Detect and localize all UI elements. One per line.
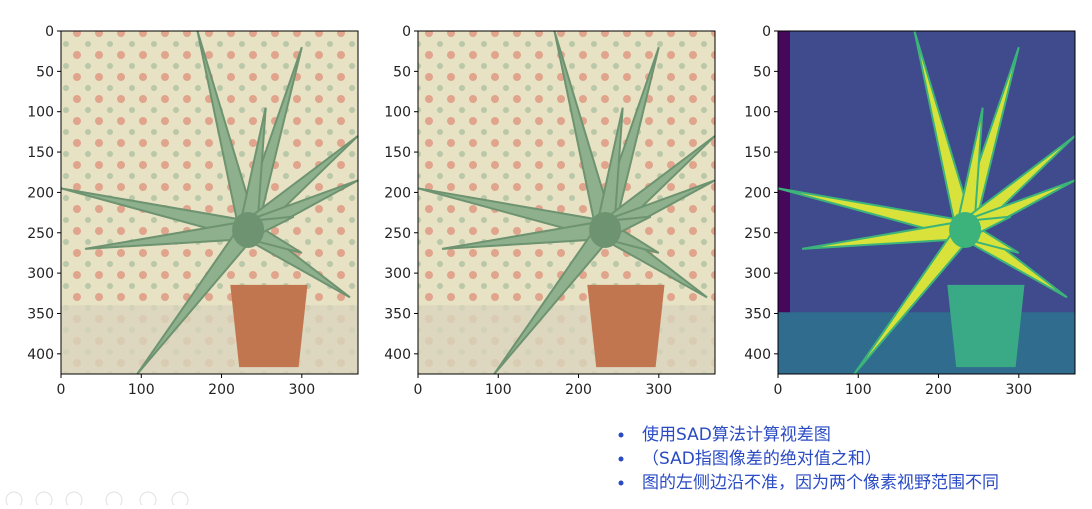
y-tick-label: 50 — [36, 64, 54, 80]
y-tick-label: 400 — [27, 347, 54, 363]
y-tick-label: 100 — [384, 105, 411, 121]
note: 使用SAD算法计算视差图 — [642, 424, 831, 445]
image — [418, 31, 715, 374]
x-tick-label: 200 — [208, 382, 235, 398]
y-tick-label: 250 — [384, 226, 411, 242]
pot — [587, 284, 665, 368]
y-tick-label: 150 — [27, 145, 54, 161]
x-tick-label: 0 — [414, 382, 423, 398]
x-tick-label: 100 — [845, 382, 872, 398]
x-tick-label: 100 — [485, 382, 512, 398]
note: （SAD指图像差的绝对值之和） — [642, 449, 882, 469]
plant-center — [232, 211, 265, 248]
toolbar-icons — [5, 491, 189, 509]
image — [778, 31, 1075, 374]
plant-center — [589, 211, 622, 248]
x-tick-label: 200 — [925, 382, 952, 398]
axes-frame — [417, 30, 716, 375]
edge-strip — [778, 31, 790, 374]
y-tick-label: 350 — [384, 306, 411, 322]
x-tick-label: 300 — [645, 382, 672, 398]
y-tick-label: 100 — [27, 105, 54, 121]
y-tick-label: 300 — [744, 266, 771, 282]
x-tick-label: 300 — [288, 382, 315, 398]
y-tick-label: 0 — [45, 24, 54, 40]
y-tick-label: 350 — [744, 306, 771, 322]
bullet — [618, 456, 624, 462]
y-tick-label: 400 — [744, 347, 771, 363]
y-tick-label: 0 — [762, 24, 771, 40]
floor — [61, 305, 358, 374]
x-tick-label: 0 — [57, 382, 66, 398]
y-tick-label: 200 — [744, 185, 771, 201]
y-tick-label: 50 — [753, 64, 771, 80]
x-tick-label: 200 — [565, 382, 592, 398]
bullet — [618, 480, 624, 486]
y-tick-label: 150 — [744, 145, 771, 161]
x-tick-label: 300 — [1005, 382, 1032, 398]
floor — [778, 312, 1075, 374]
plant-center — [949, 211, 982, 248]
y-tick-label: 400 — [384, 347, 411, 363]
y-tick-label: 300 — [27, 266, 54, 282]
note: 图的左侧边沿不准，因为两个像素视野范围不同 — [642, 473, 999, 493]
bullet — [618, 432, 624, 438]
x-tick-label: 100 — [128, 382, 155, 398]
pot — [947, 284, 1025, 368]
y-tick-label: 350 — [27, 306, 54, 322]
pot — [230, 284, 308, 368]
x-tick-label: 0 — [774, 382, 783, 398]
y-tick-label: 250 — [27, 226, 54, 242]
image — [61, 31, 358, 374]
axes-frame — [60, 30, 359, 375]
y-tick-label: 0 — [402, 24, 411, 40]
y-tick-label: 250 — [744, 226, 771, 242]
y-tick-label: 200 — [384, 185, 411, 201]
y-tick-label: 50 — [393, 64, 411, 80]
floor — [418, 305, 715, 374]
axes-frame — [777, 30, 1076, 375]
y-tick-label: 200 — [27, 185, 54, 201]
y-tick-label: 100 — [744, 105, 771, 121]
y-tick-label: 300 — [384, 266, 411, 282]
y-tick-label: 150 — [384, 145, 411, 161]
